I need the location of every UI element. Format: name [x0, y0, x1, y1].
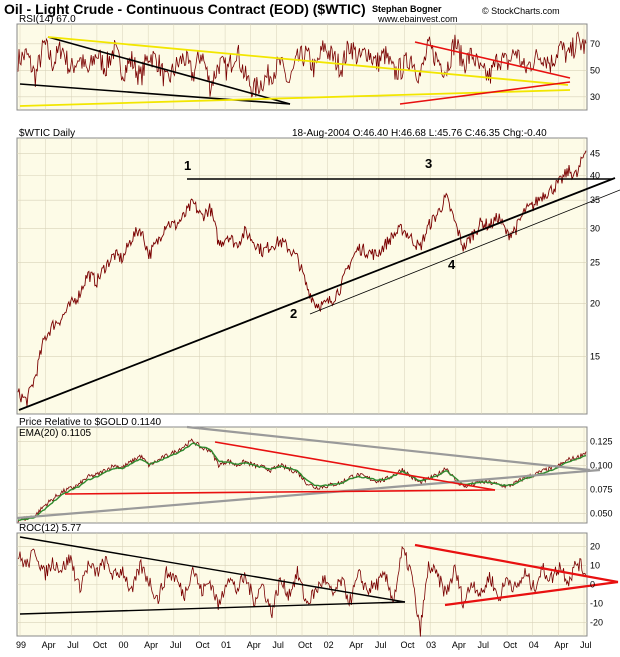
roc-label: ROC(12) 5.77	[19, 523, 82, 534]
x-axis-label: 00	[119, 640, 129, 650]
website-label: www.ebainvest.com	[377, 14, 458, 24]
x-axis-label: Oct	[401, 640, 416, 650]
wave-label-2: 2	[290, 306, 297, 321]
rsi-trendline	[47, 36, 291, 105]
rsi-y-tick: 30	[590, 92, 600, 102]
x-axis-label: Apr	[554, 640, 568, 650]
rsi-trendline	[399, 81, 571, 105]
price-info: 18-Aug-2004 O:46.40 H:46.68 L:45.76 C:46…	[292, 128, 547, 139]
ratio-y-tick: 0.050	[590, 508, 613, 518]
x-axis-label: Jul	[477, 640, 489, 650]
rsi-y-tick: 70	[590, 39, 600, 49]
x-axis-label: Apr	[247, 640, 261, 650]
price-y-tick: 45	[590, 149, 600, 159]
ratio-trendline	[16, 468, 601, 520]
x-axis-label: Apr	[144, 640, 158, 650]
roc-line	[17, 545, 587, 637]
roc-y-tick: 0	[590, 580, 595, 590]
x-axis-label: Oct	[195, 640, 210, 650]
price-label: $WTIC Daily	[19, 128, 75, 139]
y-axis-ticks: 30 50 70 15 20 25 30 35 40 45 0.050 0.075 0.100 0.125…	[590, 39, 613, 628]
roc-trendline	[444, 580, 619, 607]
x-axis-label: Apr	[452, 640, 466, 650]
wave-label-3: 3	[425, 156, 432, 171]
roc-y-tick: -20	[590, 618, 603, 628]
x-axis-label: Jul	[67, 640, 79, 650]
rsi-y-tick: 50	[590, 65, 600, 75]
series-layer	[17, 31, 587, 637]
rsi-trendline	[47, 36, 569, 86]
price-support-2	[309, 189, 620, 315]
x-axis-label: 01	[221, 640, 231, 650]
x-axis-label: Jul	[272, 640, 284, 650]
roc-trendline	[19, 536, 406, 603]
ratio-trendline	[186, 425, 591, 472]
ratio-y-tick: 0.100	[590, 460, 613, 470]
roc-y-tick: 10	[590, 560, 600, 570]
roc-trendline	[414, 543, 619, 584]
price-y-tick: 20	[590, 299, 600, 309]
chart-title: Oil - Light Crude - Continuous Contract …	[4, 1, 366, 17]
x-axis-label: Apr	[42, 640, 56, 650]
x-axis-label: Oct	[298, 640, 313, 650]
price-y-tick: 15	[590, 352, 600, 362]
x-axis-label: 02	[324, 640, 334, 650]
rsi-trendline	[414, 41, 571, 79]
x-axis-label: Apr	[349, 640, 363, 650]
price-y-tick: 30	[590, 224, 600, 234]
x-axis-label: Oct	[93, 640, 108, 650]
brand-label: © StockCharts.com	[482, 6, 560, 16]
roc-trendline	[19, 601, 406, 615]
roc-y-tick: 20	[590, 541, 600, 551]
ema-label: EMA(20) 0.1105	[19, 428, 92, 439]
rsi-trendline	[19, 89, 571, 107]
rsi-label: RSI(14) 67.0	[19, 14, 76, 25]
ratio-y-tick: 0.075	[590, 484, 613, 494]
ratio-label: Price Relative to $GOLD 0.1140	[19, 417, 162, 428]
x-axis-label: Jul	[580, 640, 592, 650]
roc-y-tick: -10	[590, 599, 603, 609]
price-support	[18, 177, 616, 411]
rsi-trendline	[19, 83, 291, 105]
x-axis-label: Oct	[503, 640, 518, 650]
rsi-line	[17, 31, 587, 98]
price-line	[17, 150, 587, 407]
ema-line	[17, 442, 587, 521]
ratio-line	[17, 438, 587, 523]
x-axis-label: Jul	[375, 640, 387, 650]
ratio-trendline	[214, 441, 496, 491]
author-label: Stephan Bogner	[372, 4, 442, 14]
price-y-tick: 25	[590, 257, 600, 267]
x-axis-label: Jul	[170, 640, 182, 650]
ratio-trendline	[64, 489, 496, 495]
price-y-tick: 40	[590, 170, 600, 180]
price-y-tick: 35	[590, 195, 600, 205]
wave-label-4: 4	[448, 257, 456, 272]
x-axis-label: 03	[426, 640, 436, 650]
wave-label-1: 1	[184, 158, 191, 173]
x-axis-ticks: 99 Apr Jul Oct 00 Apr Jul Oct 01 Apr Jul Oct 02 Apr Ju…	[16, 640, 592, 650]
x-axis-label: 04	[529, 640, 539, 650]
ratio-y-tick: 0.125	[590, 436, 613, 446]
trendline-layer	[16, 36, 620, 615]
x-axis-label: 99	[16, 640, 26, 650]
grid-lines	[17, 24, 587, 636]
